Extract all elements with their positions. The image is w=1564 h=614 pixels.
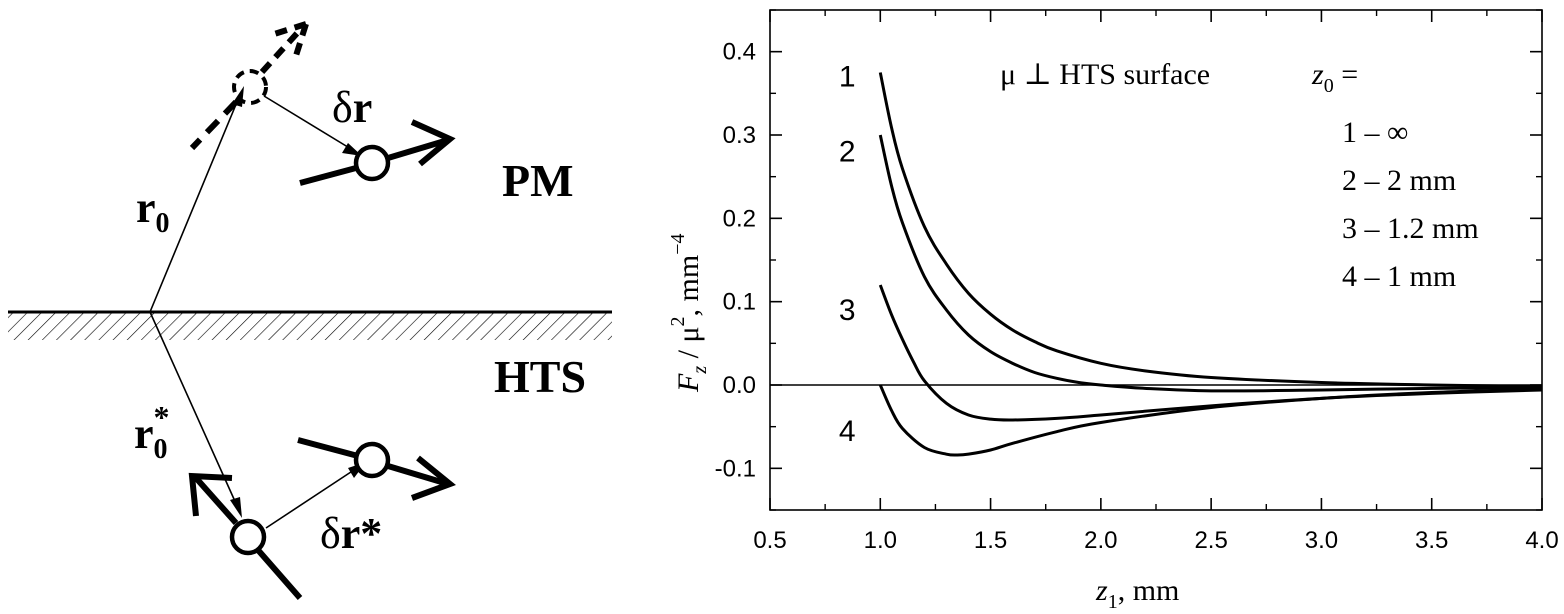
x-tick-label: 0.5 [753,527,786,554]
series-line-1 [878,72,1543,389]
series-line-4 [878,384,1543,457]
legend-entry-2: 2 – 2 mm [1342,164,1456,197]
label-r0star: r0* [134,399,170,465]
x-tick-label: 3.0 [1305,527,1338,554]
label-hts: HTS [494,351,586,402]
legend-entry-4: 4 – 1 mm [1342,260,1456,293]
dashed-dipole-arrow-b [291,23,309,63]
curve-label-1: 1 [839,61,856,94]
image-method-diagram: PM HTS r0 δr r0* δr* [8,21,612,600]
y-tick-label: 0.4 [723,39,756,66]
dashed-dipole-arrow-a [267,21,307,39]
y-ticks: -0.1 0.0 0.1 0.2 0.3 0.4 [715,9,1542,511]
force-chart: 0.5 1.0 1.5 2.0 2.5 3.0 3.5 4.0 -0.10.00.10.20.… [667,9,1559,613]
label-r0: r0 [136,183,170,239]
legend-entry-3: 3 – 1.2 mm [1342,212,1479,245]
y-tick-label: 0.3 [723,122,756,149]
series-lines [878,72,1543,457]
pm-dipole-tail [299,165,357,186]
x-tick-label: 1.5 [974,527,1007,554]
label-pm: PM [502,155,574,206]
dashed-dipole-head [259,27,303,75]
y-axis-label: Fz / μ2, mm−4 [667,234,711,394]
x-tick-label: 1.0 [864,527,897,554]
x-tick-label: 2.5 [1194,527,1227,554]
image-dipole-tail [255,548,303,600]
legend-title: z0 = [1311,58,1358,97]
y-tick-label: 0.2 [723,205,756,232]
x-axis-label: z1, mm [1095,574,1179,613]
y-tick-label: -0.1 [715,455,756,482]
image-dipole-arrow [188,472,233,517]
image-displaced-circle [353,441,391,479]
legend-entry-1: 1 – ∞ [1342,116,1408,149]
image-displaced-head [387,463,449,487]
label-dr: δr [332,83,372,132]
x-ticks: 0.5 1.0 1.5 2.0 2.5 3.0 3.5 4.0 [753,10,1559,554]
dashed-dipole-tail [189,99,239,151]
image-dipole-head [193,476,239,525]
y-tick-label: 0.1 [723,289,756,316]
y-tick-label: 0.0 [723,372,756,399]
curve-label-2: 2 [839,136,856,169]
image-dipole-circle [229,518,267,556]
label-drstar: δr* [320,509,382,558]
image-displaced-tail [297,437,359,459]
pm-dipole-arrow [410,119,456,167]
drstar-vector [265,465,361,529]
annotation: μ ⊥ HTS surface [1000,58,1210,91]
dr-vector [263,95,357,153]
pm-dipole-head [387,137,449,161]
curve-labels: 1 2 3 4 [839,61,856,448]
legend-entries: 1 – ∞ 2 – 2 mm 3 – 1.2 mm 4 – 1 mm [1342,116,1479,293]
r0-vector [149,101,238,313]
pm-dipole-circle [353,144,391,182]
x-tick-label: 3.5 [1415,527,1448,554]
x-tick-label: 4.0 [1525,527,1558,554]
image-displaced-arrow [410,455,456,501]
x-tick-label: 2.0 [1084,527,1117,554]
curve-label-3: 3 [839,294,856,327]
dashed-dipole-circle [232,69,268,105]
hts-hatching [8,313,612,340]
series-line-2 [878,134,1543,393]
curve-label-4: 4 [839,415,856,448]
r0star-arrowhead [230,497,242,518]
